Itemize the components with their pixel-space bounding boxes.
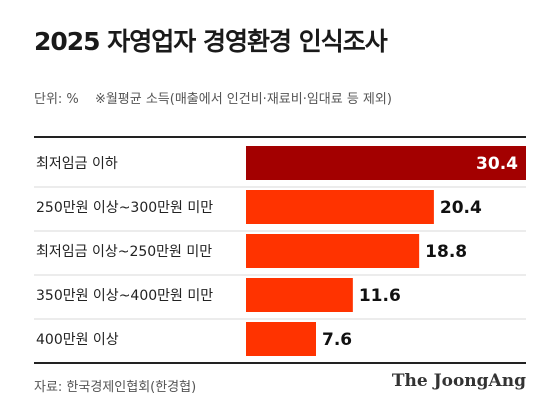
category-label: 최저임금 이상~250만원 미만: [36, 244, 212, 260]
unit-line: 단위: % ※월평균 소득(매출에서 인건비·재료비·임대료 등 제외): [34, 88, 392, 107]
value-label: 20.4: [440, 198, 482, 218]
category-label: 250만원 이상~300만원 미만: [36, 200, 213, 216]
value-label: 11.6: [359, 286, 401, 306]
value-label: 7.6: [322, 330, 352, 350]
bar: [246, 278, 353, 312]
category-label: 350만원 이상~400만원 미만: [36, 288, 213, 304]
brand-logo: The JoongAng: [391, 371, 526, 391]
category-label: 400만원 이상: [36, 332, 119, 348]
unit-note: ※월평균 소득(매출에서 인건비·재료비·임대료 등 제외): [94, 92, 392, 107]
unit-label: 단위: %: [34, 92, 79, 107]
top-rule: [34, 136, 526, 138]
bar: [246, 322, 316, 356]
category-label: 최저임금 이하: [36, 156, 118, 172]
bar: [246, 190, 434, 224]
bar: [246, 146, 526, 180]
source-note: 자료: 한국경제인협회(한경협): [34, 380, 197, 395]
chart-title: 2025 자영업자 경영환경 인식조사: [34, 27, 388, 56]
bar: [246, 234, 420, 268]
value-label: 30.4: [476, 154, 518, 174]
value-label: 18.8: [425, 242, 467, 262]
